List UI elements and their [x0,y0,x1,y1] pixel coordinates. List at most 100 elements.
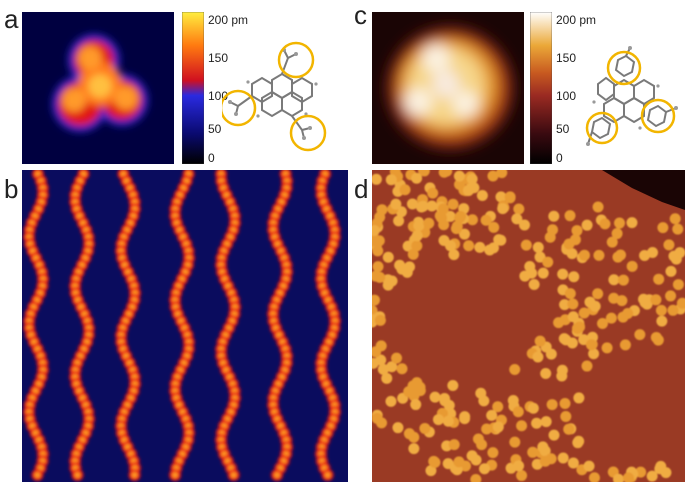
island-molecule [581,219,593,231]
colorbar-left [182,12,204,164]
island-molecule [548,210,560,222]
molecule-core [74,472,81,478]
island-molecule [382,251,394,263]
stm-image-d [372,170,685,482]
island-molecule [557,268,569,280]
island-molecule [476,189,488,201]
panel-label-b: b [4,174,19,204]
island-molecule [455,210,467,222]
island-molecule [571,225,583,237]
island-molecule [437,203,449,215]
island-molecule [639,297,651,309]
island-molecule [592,288,604,300]
island-molecule [478,463,490,475]
molecule-core [172,472,179,478]
island-molecule [581,360,593,372]
island-molecule [532,241,544,253]
island-molecule [559,397,571,409]
island-molecule [560,411,572,423]
colorbar-right-tick-3: 50 [556,122,570,136]
island-molecule [516,420,528,432]
island-molecule [432,414,444,426]
island-molecule [418,170,430,177]
island-molecule [372,294,380,306]
island-molecule [442,415,454,427]
island-molecule [496,170,508,179]
island-molecule [655,304,667,316]
island-molecule [614,217,626,229]
island-molecule [563,423,575,435]
island-molecule [513,203,525,215]
island-molecule [438,170,450,178]
island-molecule [612,473,624,482]
panel-label-a: a [4,4,19,34]
island-molecule [450,223,462,235]
island-molecule [560,334,572,346]
island-molecule [547,224,559,236]
island-molecule [375,354,387,366]
island-molecule [540,368,552,380]
island-molecule [540,416,552,428]
island-molecule [539,455,551,467]
molecule-core [131,472,138,478]
island-molecule [537,267,549,279]
island-molecule [408,431,420,443]
island-molecule [448,249,460,261]
island-molecule [470,473,482,482]
island-molecule [448,439,460,451]
island-molecule [653,273,665,285]
island-molecule [466,214,478,226]
island-molecule [654,463,666,475]
island-molecule [377,363,389,375]
island-molecule [407,380,419,392]
island-molecule [537,441,549,453]
island-molecule [429,391,441,403]
island-molecule [646,470,658,482]
island-molecule [407,248,419,260]
island-molecule [492,421,504,433]
island-molecule [385,174,397,186]
island-molecule [495,191,507,203]
island-molecule [425,465,437,477]
island-molecule [426,200,438,212]
island-molecule [650,331,662,343]
island-molecule [670,253,682,265]
stm-image-a [22,12,174,164]
island-molecule [585,339,597,351]
colorbar-right [530,12,552,164]
island-molecule [584,296,596,308]
island-molecule [372,224,380,236]
island-molecule [410,399,422,411]
island-molecule [564,210,576,222]
island-molecule [444,210,456,222]
island-molecule [411,240,423,252]
island-molecule [447,198,459,210]
molecule-core [274,472,281,478]
island-molecule [669,213,681,225]
island-molecule [531,417,543,429]
island-molecule [509,364,521,376]
island-molecule [634,329,646,341]
island-molecule [509,436,521,448]
island-molecule [474,241,486,253]
island-molecule [556,364,568,376]
island-molecule [459,413,471,425]
island-molecule [470,454,482,466]
island-molecule [593,249,605,261]
island-molecule [511,213,523,225]
island-molecule [374,314,386,326]
island-molecule [619,339,631,351]
island-molecule [573,392,585,404]
island-molecule [605,312,617,324]
island-molecule [572,437,584,449]
island-molecule [569,234,581,246]
island-molecule [611,228,623,240]
island-molecule [578,307,590,319]
island-molecule [492,401,504,413]
island-molecule [608,274,620,286]
island-molecule [548,429,560,441]
island-molecule [486,409,498,421]
stm-image-b [22,170,348,482]
island-molecule [374,211,386,223]
island-molecule [615,249,627,261]
